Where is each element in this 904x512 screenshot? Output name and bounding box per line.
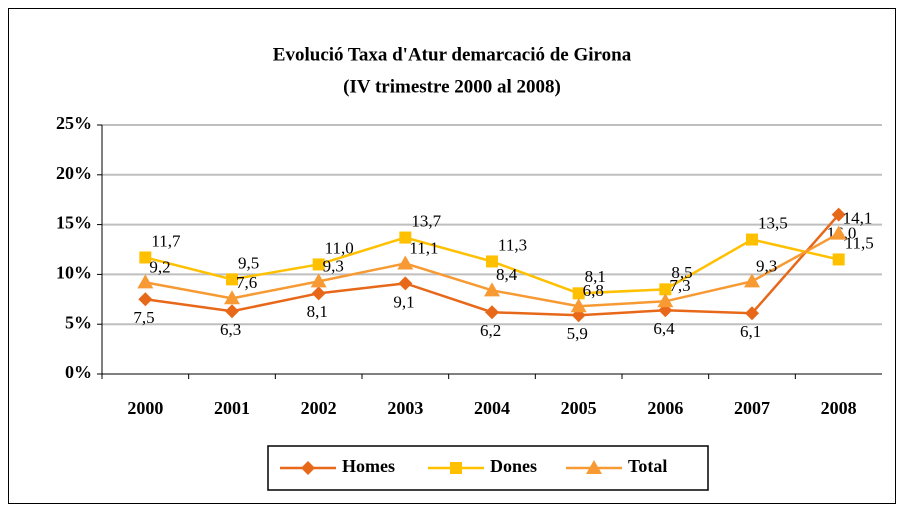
point bbox=[831, 207, 846, 222]
point bbox=[224, 290, 240, 305]
point bbox=[657, 293, 674, 308]
x-tick-label: 2002 bbox=[301, 398, 337, 418]
y-tick-label: 15% bbox=[56, 213, 92, 233]
data-label: 6,2 bbox=[480, 321, 501, 340]
x-tick-label: 2005 bbox=[561, 398, 597, 418]
chart-subtitle: (IV trimestre 2000 al 2008) bbox=[343, 76, 561, 97]
legend: Homes Dones Total bbox=[267, 445, 709, 491]
point bbox=[572, 287, 585, 300]
data-label: 11,5 bbox=[845, 233, 874, 252]
data-label: 11,0 bbox=[325, 238, 354, 257]
data-label: 9,2 bbox=[149, 257, 170, 276]
data-label: 8,1 bbox=[585, 267, 606, 286]
x-tick-label: 2001 bbox=[214, 398, 250, 418]
data-label: 11,3 bbox=[498, 235, 527, 254]
data-label: 8,4 bbox=[496, 265, 518, 284]
x-tick-label: 2000 bbox=[127, 398, 163, 418]
point bbox=[398, 276, 413, 291]
data-label: 9,3 bbox=[756, 256, 777, 275]
point bbox=[570, 298, 587, 313]
y-tick-label: 5% bbox=[65, 312, 92, 332]
data-label: 7,3 bbox=[669, 276, 690, 295]
legend-marker bbox=[450, 462, 462, 474]
data-label: 13,7 bbox=[411, 211, 441, 230]
data-label: 11,7 bbox=[151, 231, 181, 250]
y-tick-label: 0% bbox=[65, 362, 92, 382]
point bbox=[399, 231, 412, 244]
point bbox=[137, 274, 154, 289]
data-label: 8,1 bbox=[307, 302, 328, 321]
chart-title: Evolució Taxa d'Atur demarcació de Giron… bbox=[273, 44, 632, 65]
point bbox=[310, 273, 327, 288]
point bbox=[139, 251, 152, 264]
point bbox=[138, 292, 153, 307]
legend-marker bbox=[586, 460, 602, 474]
data-label: 9,5 bbox=[238, 253, 259, 272]
point bbox=[659, 283, 672, 296]
chart-frame bbox=[8, 8, 896, 504]
data-label: 6,8 bbox=[583, 281, 604, 300]
legend-marker bbox=[301, 461, 315, 475]
x-tick-label: 2006 bbox=[647, 398, 683, 418]
x-tick-label: 2008 bbox=[821, 398, 857, 418]
data-label: 9,1 bbox=[393, 292, 414, 311]
legend-label: Dones bbox=[490, 456, 537, 476]
data-label: 7,6 bbox=[236, 273, 257, 292]
legend-label: Total bbox=[628, 456, 667, 476]
point bbox=[832, 253, 845, 266]
data-label: 5,9 bbox=[567, 324, 588, 343]
point bbox=[226, 273, 238, 286]
data-label: 11,1 bbox=[409, 238, 438, 257]
data-label: 6,3 bbox=[220, 320, 241, 339]
point bbox=[744, 273, 760, 288]
point bbox=[225, 304, 239, 319]
point bbox=[746, 233, 758, 246]
data-label: 6,4 bbox=[653, 319, 675, 338]
x-tick-label: 2003 bbox=[387, 398, 423, 418]
x-tick-label: 2007 bbox=[734, 398, 770, 418]
legend-label: Homes bbox=[342, 456, 395, 476]
point bbox=[745, 306, 759, 321]
point bbox=[486, 255, 498, 268]
point bbox=[397, 255, 414, 270]
data-label: 7,5 bbox=[133, 308, 154, 327]
y-tick-label: 20% bbox=[56, 163, 92, 183]
point bbox=[484, 282, 500, 297]
x-tick-label: 2004 bbox=[474, 398, 510, 418]
data-label: 9,3 bbox=[323, 256, 344, 275]
data-label: 8,5 bbox=[671, 263, 692, 282]
point bbox=[830, 225, 847, 240]
data-label: 6,1 bbox=[740, 322, 761, 341]
point bbox=[312, 258, 325, 271]
y-tick-label: 10% bbox=[56, 263, 92, 283]
legend-box bbox=[267, 445, 709, 491]
point bbox=[485, 305, 499, 320]
data-label: 13,5 bbox=[758, 213, 788, 232]
data-label: 14,1 bbox=[843, 208, 873, 227]
y-tick-label: 25% bbox=[56, 113, 92, 133]
point bbox=[311, 286, 326, 301]
